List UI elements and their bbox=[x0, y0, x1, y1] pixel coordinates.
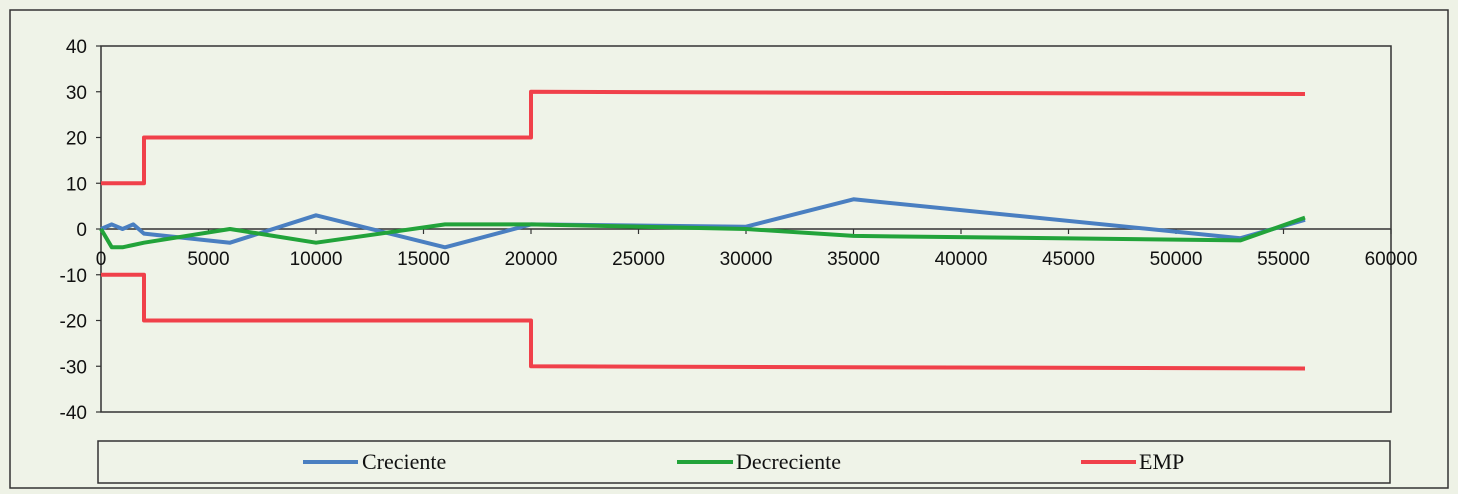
y-tick-label: -20 bbox=[60, 312, 87, 333]
x-tick-label: 35000 bbox=[827, 249, 880, 270]
y-tick-label: 20 bbox=[66, 129, 87, 150]
x-tick-label: 30000 bbox=[720, 249, 773, 270]
chart-frame bbox=[9, 9, 1449, 489]
x-tick-label: 45000 bbox=[1042, 249, 1095, 270]
x-tick-label: 25000 bbox=[612, 249, 665, 270]
x-tick-label: 55000 bbox=[1257, 249, 1310, 270]
y-tick-label: -10 bbox=[60, 266, 87, 287]
y-tick-label: 0 bbox=[76, 220, 87, 241]
series-emp-lower-line bbox=[101, 272, 1306, 371]
x-tick-label: 60000 bbox=[1365, 249, 1418, 270]
y-tick-label: 40 bbox=[66, 37, 87, 58]
x-tick-label: 20000 bbox=[505, 249, 558, 270]
y-axis-ticks: 40 30 20 10 0 -10 -20 -30 -40 bbox=[60, 37, 101, 424]
x-tick-label: 40000 bbox=[935, 249, 988, 270]
x-tick-label: 5000 bbox=[187, 249, 229, 270]
series-creciente-line bbox=[100, 197, 1306, 250]
series-decreciente-line bbox=[99, 215, 1306, 250]
y-tick-label: 30 bbox=[66, 83, 87, 104]
x-tick-label: 0 bbox=[96, 249, 107, 270]
x-tick-label: 50000 bbox=[1150, 249, 1203, 270]
legend-label-decreciente: Decreciente bbox=[736, 449, 841, 474]
x-tick-label: 10000 bbox=[290, 249, 343, 270]
y-tick-label: -30 bbox=[60, 357, 87, 378]
series-lines bbox=[99, 89, 1306, 371]
x-axis-ticks: 0 5000 10000 15000 20000 25000 30000 35000 40000… bbox=[96, 229, 1418, 270]
legend-label-creciente: Creciente bbox=[362, 449, 446, 474]
series-emp-line bbox=[101, 89, 1306, 186]
legend: Creciente Decreciente EMP bbox=[97, 440, 1391, 484]
legend-label-emp: EMP bbox=[1139, 449, 1184, 474]
y-tick-label: 10 bbox=[66, 174, 87, 195]
x-tick-label: 15000 bbox=[397, 249, 450, 270]
y-tick-label: -40 bbox=[60, 403, 87, 424]
